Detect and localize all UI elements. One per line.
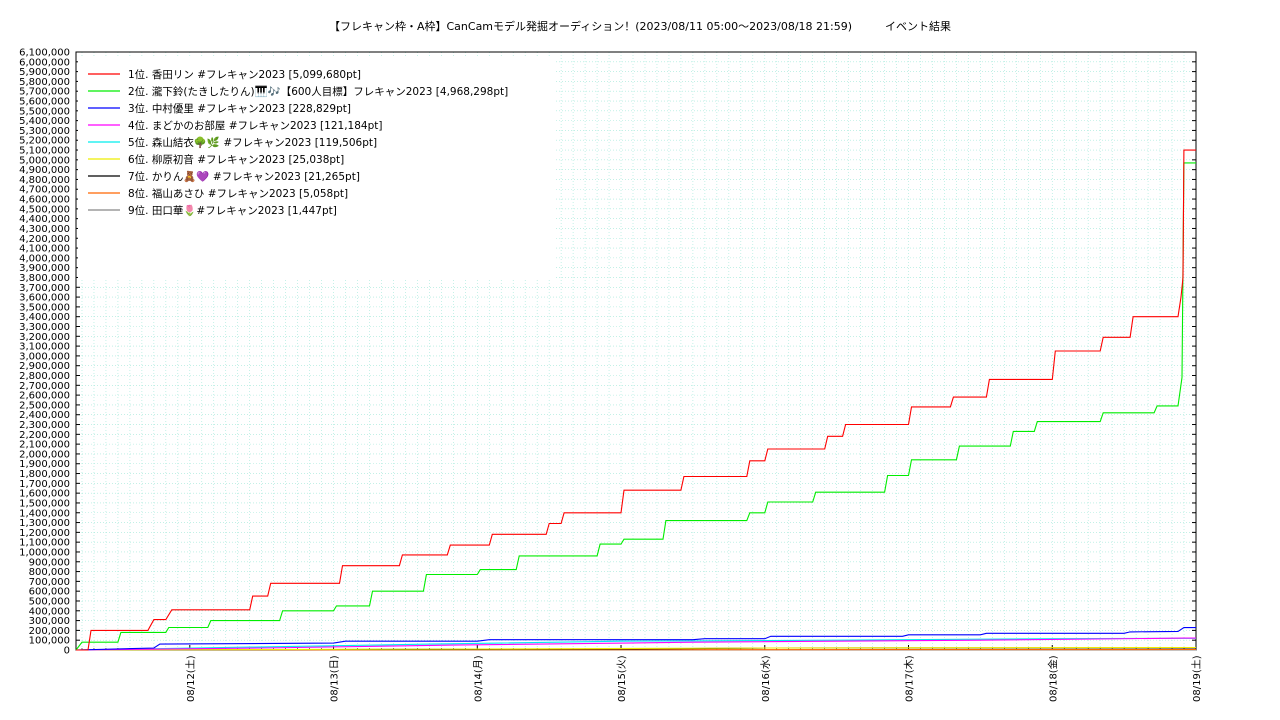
y-tick-label: 800,000 xyxy=(29,567,70,578)
y-tick-label: 3,800,000 xyxy=(19,273,70,284)
y-tick-label: 3,300,000 xyxy=(19,322,70,333)
legend-entry-6: 6位. 柳原初音 #フレキャン2023 [25,038pt] xyxy=(128,153,344,166)
y-tick-label: 3,500,000 xyxy=(19,302,70,313)
legend-entry-2: 2位. 瀧下鈴(たきしたりん)🎹🎶【600人目標】フレキャン2023 [4,96… xyxy=(128,85,508,98)
chart-title: 【フレキャン枠・A枠】CanCamモデル発掘オーディション！(2023/08/1… xyxy=(328,20,952,33)
y-tick-label: 2,600,000 xyxy=(19,391,70,402)
y-tick-label: 5,500,000 xyxy=(19,106,70,117)
y-tick-label: 1,600,000 xyxy=(19,489,70,500)
y-tick-label: 3,000,000 xyxy=(19,351,70,362)
y-tick-label: 5,200,000 xyxy=(19,136,70,147)
y-tick-label: 3,200,000 xyxy=(19,332,70,343)
y-tick-label: 4,500,000 xyxy=(19,204,70,215)
y-tick-label: 1,300,000 xyxy=(19,518,70,529)
y-tick-label: 5,600,000 xyxy=(19,97,70,108)
y-tick-label: 1,200,000 xyxy=(19,528,70,539)
y-tick-label: 1,500,000 xyxy=(19,498,70,509)
y-tick-label: 1,700,000 xyxy=(19,479,70,490)
y-tick-label: 400,000 xyxy=(29,606,70,617)
y-tick-label: 4,400,000 xyxy=(19,214,70,225)
y-tick-label: 1,000,000 xyxy=(19,547,70,558)
y-tick-label: 4,700,000 xyxy=(19,185,70,196)
y-tick-label: 3,600,000 xyxy=(19,293,70,304)
y-tick-label: 3,400,000 xyxy=(19,312,70,323)
y-tick-label: 2,200,000 xyxy=(19,430,70,441)
series-line-4 xyxy=(75,637,1196,651)
y-tick-label: 2,500,000 xyxy=(19,400,70,411)
legend-entry-8: 8位. 福山あさひ #フレキャン2023 [5,058pt] xyxy=(128,187,348,200)
y-tick-label: 5,900,000 xyxy=(19,67,70,78)
y-tick-label: 2,800,000 xyxy=(19,371,70,382)
y-tick-label: 2,700,000 xyxy=(19,381,70,392)
y-tick-label: 4,900,000 xyxy=(19,165,70,176)
y-tick-label: 4,200,000 xyxy=(19,234,70,245)
y-tick-label: 5,400,000 xyxy=(19,116,70,127)
legend-entry-1: 1位. 香田リン #フレキャン2023 [5,099,680pt] xyxy=(128,68,361,81)
x-tick-label: 08/12(土) xyxy=(184,655,197,702)
y-tick-label: 600,000 xyxy=(29,587,70,598)
x-tick-label: 08/17(木) xyxy=(904,655,916,702)
y-tick-label: 1,900,000 xyxy=(19,459,70,470)
y-tick-label: 5,800,000 xyxy=(19,77,70,88)
y-tick-label: 5,000,000 xyxy=(19,155,70,166)
y-tick-label: 0 xyxy=(64,646,70,657)
y-tick-label: 500,000 xyxy=(29,596,70,607)
y-tick-label: 2,300,000 xyxy=(19,420,70,431)
y-tick-label: 2,000,000 xyxy=(19,449,70,460)
series-line-6 xyxy=(75,646,1196,651)
y-tick-label: 4,000,000 xyxy=(19,253,70,264)
x-tick-label: 08/14(月) xyxy=(472,655,484,702)
axes: 0100,000200,000300,000400,000500,000600,… xyxy=(19,48,1203,703)
legend-entry-9: 9位. 田口華🌷#フレキャン2023 [1,447pt] xyxy=(128,204,337,217)
y-tick-label: 6,100,000 xyxy=(19,48,70,59)
y-tick-label: 6,000,000 xyxy=(19,57,70,68)
y-tick-label: 1,800,000 xyxy=(19,469,70,480)
y-tick-label: 300,000 xyxy=(29,616,70,627)
y-tick-label: 4,600,000 xyxy=(19,195,70,206)
y-tick-label: 3,900,000 xyxy=(19,263,70,274)
series-line-1 xyxy=(76,149,1196,651)
y-tick-label: 1,400,000 xyxy=(19,508,70,519)
x-tick-label: 08/19(土) xyxy=(1190,655,1203,702)
legend-box xyxy=(78,56,556,278)
x-tick-label: 08/15(火) xyxy=(616,655,628,702)
y-tick-label: 4,100,000 xyxy=(19,244,70,255)
y-tick-label: 900,000 xyxy=(29,557,70,568)
y-tick-label: 2,100,000 xyxy=(19,440,70,451)
legend-entry-5: 5位. 森山結衣🌳🌿 #フレキャン2023 [119,506pt] xyxy=(128,136,377,149)
y-tick-label: 200,000 xyxy=(29,626,70,637)
x-tick-label: 08/16(水) xyxy=(760,655,772,702)
y-tick-label: 5,100,000 xyxy=(19,146,70,157)
y-tick-label: 5,700,000 xyxy=(19,87,70,98)
y-tick-label: 4,300,000 xyxy=(19,224,70,235)
series-lines xyxy=(75,149,1196,651)
y-tick-label: 5,300,000 xyxy=(19,126,70,137)
legend-entry-3: 3位. 中村優里 #フレキャン2023 [228,829pt] xyxy=(128,102,351,115)
legend: 1位. 香田リン #フレキャン2023 [5,099,680pt] 2位. 瀧下鈴… xyxy=(78,56,556,278)
legend-entry-4: 4位. まどかのお部屋 #フレキャン2023 [121,184pt] xyxy=(128,119,382,132)
x-tick-label: 08/13(日) xyxy=(330,655,341,702)
y-tick-label: 3,100,000 xyxy=(19,342,70,353)
series-line-2 xyxy=(75,162,1196,651)
legend-entry-7: 7位. かりん🧸💜 #フレキャン2023 [21,265pt] xyxy=(128,170,360,183)
y-tick-label: 3,700,000 xyxy=(19,283,70,294)
y-tick-label: 4,800,000 xyxy=(19,175,70,186)
y-tick-label: 2,900,000 xyxy=(19,361,70,372)
y-tick-label: 1,100,000 xyxy=(19,538,70,549)
y-tick-label: 2,400,000 xyxy=(19,410,70,421)
y-tick-label: 100,000 xyxy=(29,636,70,647)
series-line-3 xyxy=(75,627,1196,651)
x-tick-label: 08/18(金) xyxy=(1046,655,1059,702)
y-tick-label: 700,000 xyxy=(29,577,70,588)
